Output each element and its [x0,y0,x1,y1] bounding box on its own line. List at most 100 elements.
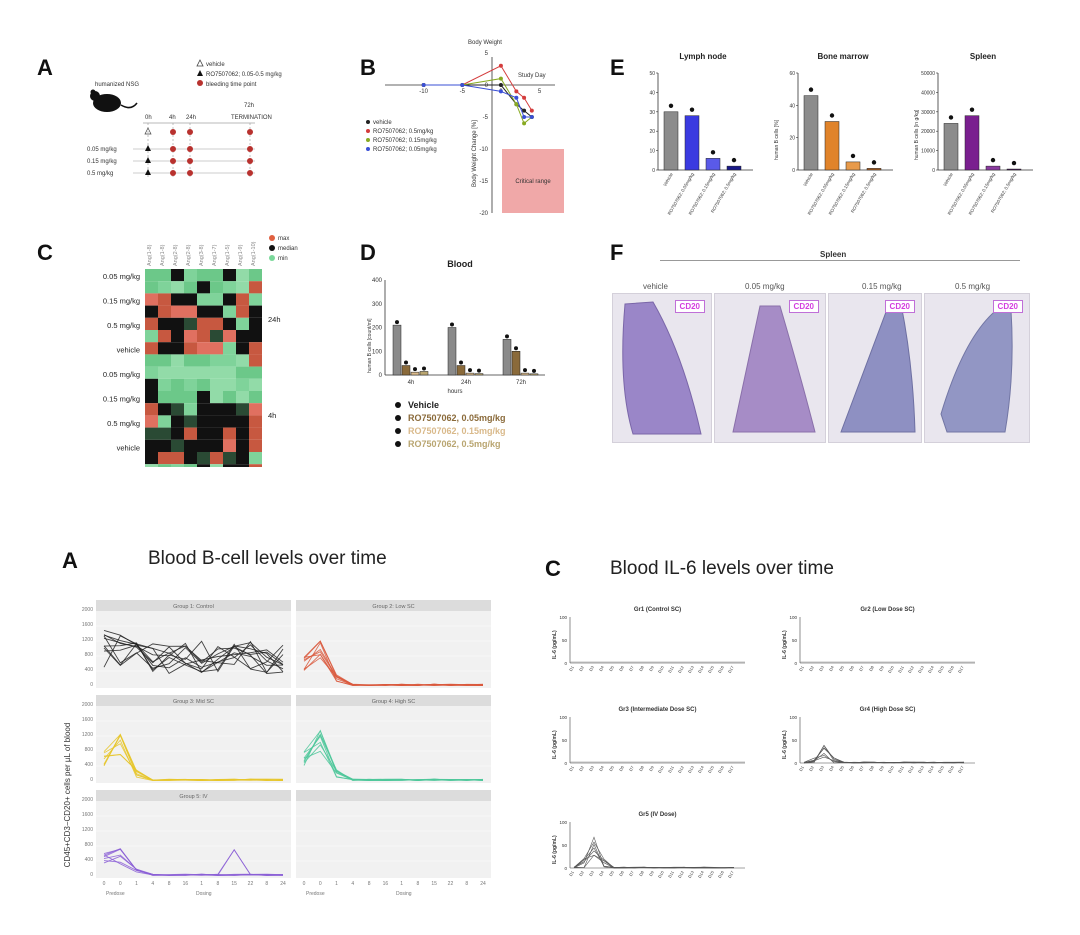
heatmap-cell [249,342,262,355]
heatmap-cell [249,317,262,330]
il6-ytick: 100 [789,715,797,720]
blood-bar [419,371,429,376]
tissue-ytick: 60 [789,71,795,77]
tissue-xtick: Vehicle [802,172,814,187]
il6-xtick: D2 [808,764,815,772]
heatmap-cell [171,354,184,367]
time-24h: 24h [186,115,196,121]
heatmap-cell [210,305,223,318]
hm-col-label: Ang(1-8) [147,244,153,266]
blood-bar [474,373,484,376]
heatmap-cell [249,269,262,282]
il6-xtick: D5 [608,869,615,877]
bw-point [522,121,527,126]
bcell-xtick: 8 [168,881,171,887]
heatmap-cell [158,439,171,452]
heatmap-cell [223,281,236,294]
bw-point [514,95,519,100]
il6-xtick: D7 [628,664,635,672]
il6-xtick: D12 [677,664,685,674]
il6-xtick: D9 [648,664,655,672]
il6-series-line [573,843,735,869]
il6-ytick: 50 [562,738,568,743]
il6-chart: Gr1 (Control SC) 0 50 100 IL-6 (pg/mL) D1 D2 D3… [552,607,745,674]
timeline-row: 0.5 mg/kg [87,169,255,177]
bcell-over-time-grid: CD45+CD3−CD20+ cells per µL of blood Gro… [63,600,491,897]
heatmap-cell [210,281,223,294]
heatmap-cell [197,439,210,452]
blood-xtick: 24h [461,380,471,386]
heatmap-cell [249,354,262,367]
bcell-series-line [103,634,284,670]
bcell-title: Blood B-cell levels over time [148,548,387,569]
il6-xtick: D13 [917,664,925,674]
il6-xtick: D7 [628,869,635,877]
il6-xtick: D11 [667,869,675,878]
blood-legend-entry: Vehicle [408,400,439,410]
bcell-xtick: 22 [448,881,454,887]
blood-bar [401,365,411,376]
hm-row-label: 0.15 mg/kg [103,395,140,404]
hm-row-label: 0.15 mg/kg [103,297,140,306]
timeline-row: 0.15 mg/kg [87,157,255,165]
bcell-ytick: 1600 [82,622,93,628]
heatmap-cell [197,452,210,465]
mouse-label: humanized NSG [95,82,139,88]
heatmap-cell [158,464,171,467]
heatmap-cell [171,330,184,343]
heatmap-cell [145,439,158,452]
heatmap-cell [210,427,223,440]
heatmap-cell [210,269,223,282]
blood-point [505,334,509,339]
il6-ylabel: IL-6 (pg/mL) [782,730,788,759]
heatmap-cell [236,305,249,318]
drug-triangle-icon [197,70,203,76]
heatmap-cell [158,415,171,428]
heatmap-cell [223,464,236,467]
bcell-xtick: 8 [465,881,468,887]
heatmap-cell [145,317,158,330]
il6-xtick: D4 [598,764,605,772]
heatmap-cell [197,391,210,404]
bcell-ytick: 1200 [82,827,93,833]
il6-ytick: 0 [794,761,797,766]
hm-time-4h: 4h [268,411,276,420]
tissue-xtick: RO7507062; 0.5mg/kg [990,172,1017,214]
il6-xtick: D15 [937,764,945,774]
il6-ytick: 0 [564,661,567,666]
heatmap-cell [171,464,184,467]
blood-point [459,360,463,365]
hm-col-label: Ang(1-7) [212,244,218,266]
tissue-chart-title: Spleen [970,52,996,61]
blood-xtick: 72h [516,380,526,386]
il6-chart-title: Gr1 (Control SC) [634,607,681,613]
il6-xtick: D1 [568,764,575,772]
bw-legend-entry: RO7507062; 0.5mg/kg [373,129,433,135]
tissue-point [808,87,814,92]
tissue-bar [845,161,861,171]
heatmap-cell [236,366,249,379]
bw-xtick: -5 [460,89,466,95]
bw-ytick: -20 [479,211,488,217]
cd20-label: CD20 [674,300,705,313]
il6-series-line [803,747,964,764]
tissue-ytick: 0 [792,168,795,174]
bw-ytick: 0 [485,83,489,89]
bw-point [522,95,527,100]
cd20-label: CD20 [788,300,819,313]
il6-xtick: D3 [818,764,825,772]
blood-point [477,368,481,373]
bcell-xtick: 15 [431,881,437,887]
heatmap-cell [171,391,184,404]
dose-label: 0.5 mg/kg [87,171,113,177]
panel-letter-d: D [360,240,376,265]
bw-point [529,115,534,119]
il6-xtick: D8 [638,764,645,772]
blood-ytick: 400 [372,278,383,284]
tissue-bcell-charts: Lymph node 0 10 20 30 40 50 human B cells [%] Ve… [649,52,1033,216]
il6-xtick: D17 [727,869,735,879]
bw-point [498,83,503,87]
spleen-label: 0.5 mg/kg [955,282,991,291]
bcell-ytick: 0 [90,872,93,878]
heatmap-cell [171,452,184,465]
